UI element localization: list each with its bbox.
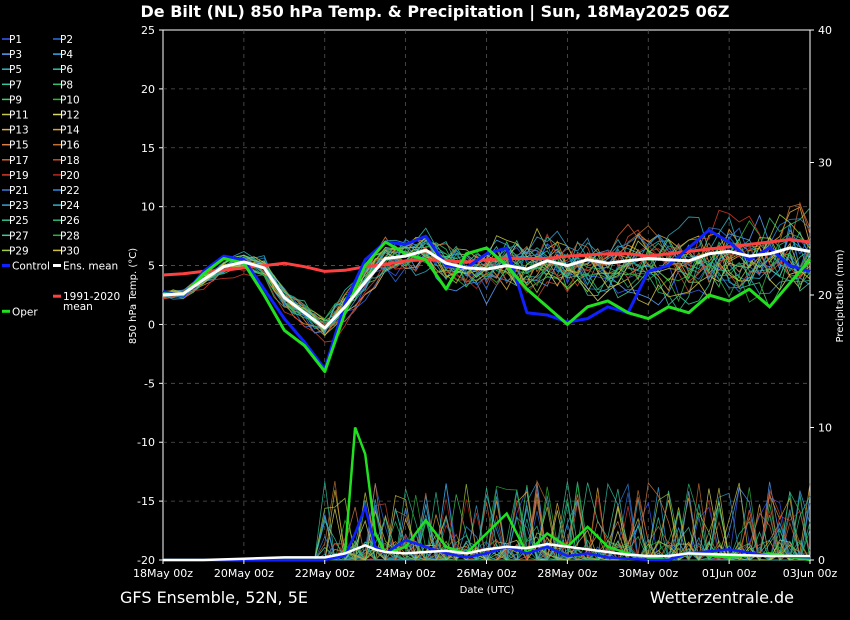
y-tick-label: -20 (137, 554, 155, 567)
legend-label: P21 (9, 185, 29, 197)
legend-label: P29 (9, 245, 29, 257)
x-tick-label: 18May 00z (133, 567, 193, 580)
precipitation-lines (163, 427, 811, 562)
x-tick-label: 30May 00z (618, 567, 678, 580)
series-line-ens-mean (162, 246, 811, 330)
legend-label: P23 (9, 200, 29, 212)
legend-label: P27 (9, 230, 29, 242)
legend-label: P9 (9, 94, 22, 106)
series-line-oper (162, 240, 812, 374)
legend-label: P2 (60, 34, 73, 46)
y-tick-label: -10 (137, 436, 155, 449)
legend: P1 P2 P3 P4 P5 P6 P7 P8 P9 P10 P11 P12 P13 P14 P15 P16 P… (2, 34, 120, 318)
y-tick-label: 20 (141, 83, 155, 96)
legend-label: P17 (9, 155, 29, 167)
y-tick-label: 10 (141, 201, 155, 214)
legend-label: Control (12, 261, 50, 273)
y-tick-label: 5 (148, 260, 155, 273)
legend-label: P10 (60, 94, 80, 106)
x-tick-label: 20May 00z (214, 567, 274, 580)
x-tick-label: 26May 00z (456, 567, 516, 580)
legend-label: P13 (9, 125, 29, 137)
main-series-lines (162, 228, 812, 374)
legend-label: P6 (60, 64, 73, 76)
y-tick-label: 25 (141, 24, 155, 37)
legend-label: 1991-2020 mean (63, 291, 120, 313)
legend-label: P26 (60, 215, 80, 227)
legend-label: P14 (60, 125, 80, 137)
legend-label: P12 (60, 110, 80, 122)
legend-label: P15 (9, 140, 29, 152)
series-line-1991-2020-mean (162, 238, 811, 277)
y2-tick-label: 40 (818, 24, 832, 37)
y2-axis-label: Precipitation (mm) (835, 249, 846, 342)
y-tick-label: -15 (137, 495, 155, 508)
legend-label: Oper (12, 306, 38, 318)
y2-tick-label: 30 (818, 157, 832, 170)
x-tick-label: 03Jun 00z (783, 567, 838, 580)
y-tick-label: 15 (141, 142, 155, 155)
legend-label: P3 (9, 49, 22, 61)
y2-tick-label: 0 (818, 554, 825, 567)
legend-label: P19 (9, 170, 29, 182)
legend-label-line1: 1991-2020 (63, 291, 120, 303)
legend-label: P1 (9, 34, 22, 46)
x-tick-label: 24May 00z (376, 567, 436, 580)
legend-label: P16 (60, 140, 80, 152)
legend-label: P11 (9, 110, 29, 122)
model-info: GFS Ensemble, 52N, 5E (120, 588, 308, 607)
site-name: Wetterzentrale.de (649, 588, 794, 607)
y2-tick-label: 20 (818, 289, 832, 302)
legend-label: P25 (9, 215, 29, 227)
member-temp-line (162, 248, 811, 323)
x-axis-ticks: 18May 00z 20May 00z 22May 00z 24May 00z 26Ma… (133, 560, 837, 580)
x-tick-label: 28May 00z (537, 567, 597, 580)
legend-label: P30 (60, 245, 80, 257)
member-temp-line (162, 209, 811, 343)
y-tick-label: 0 (148, 318, 155, 331)
series-line-control (162, 228, 811, 371)
precip-line-control (163, 502, 811, 562)
legend-label: P28 (60, 230, 80, 242)
x-tick-label: 22May 00z (295, 567, 355, 580)
x-tick-label: 01Jun 00z (702, 567, 757, 580)
y-tick-label: -5 (144, 377, 155, 390)
legend-label: P20 (60, 170, 80, 182)
y2-tick-label: 10 (818, 422, 832, 435)
y-axis-label: 850 hPa Temp. (°C) (128, 248, 139, 344)
y-axis-ticks: 25 20 15 10 5 0 -5 -10 -15 -20 (137, 24, 163, 567)
legend-label: P8 (60, 79, 73, 91)
chart-title: De Bilt (NL) 850 hPa Temp. & Precipitati… (141, 2, 730, 22)
legend-label: P5 (9, 64, 22, 76)
precip-line-ens-mean (163, 542, 810, 562)
y2-axis-ticks: 40 30 20 10 0 (810, 24, 832, 567)
legend-label: P4 (60, 49, 73, 61)
precip-line-oper (163, 427, 811, 562)
legend-label: P22 (60, 185, 80, 197)
x-axis-label: Date (UTC) (460, 585, 515, 596)
legend-label: P7 (9, 79, 22, 91)
legend-label: Ens. mean (63, 261, 118, 273)
member-temp-line (162, 236, 811, 329)
legend-label: P24 (60, 200, 80, 212)
legend-label-line2: mean (63, 301, 93, 313)
legend-label: P18 (60, 155, 80, 167)
